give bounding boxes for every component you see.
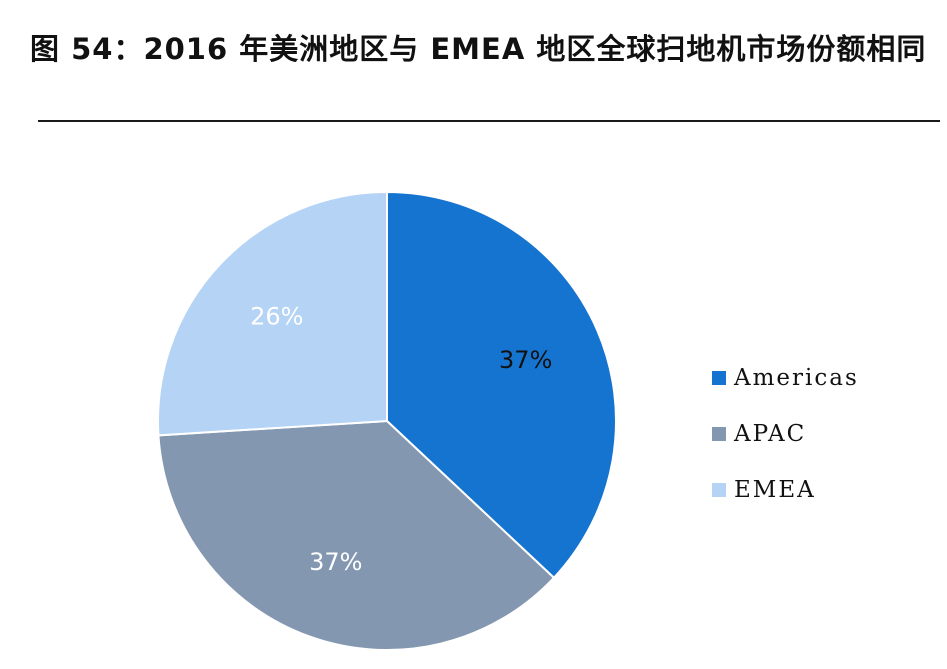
legend-swatch: [712, 483, 726, 497]
slice-label-emea: 26%: [250, 303, 303, 331]
pie-slice-americas: [386, 190, 617, 580]
legend: Americas APAC EMEA: [712, 350, 859, 518]
legend-swatch: [712, 371, 726, 385]
legend-label: APAC: [734, 421, 807, 447]
slice-label-apac: 37%: [309, 548, 362, 576]
pie-slice-apac: [157, 419, 556, 651]
pie-slice-emea: [157, 190, 388, 437]
legend-swatch: [712, 427, 726, 441]
chart-title: 图 54：2016 年美洲地区与 EMEA 地区全球扫地机市场份额相同: [30, 32, 927, 66]
legend-item-emea: EMEA: [712, 462, 859, 518]
legend-label: Americas: [734, 365, 859, 391]
slice-label-americas: 37%: [499, 346, 552, 374]
title-divider: [38, 120, 940, 122]
legend-item-americas: Americas: [712, 350, 859, 406]
legend-item-apac: APAC: [712, 406, 859, 462]
legend-label: EMEA: [734, 477, 816, 503]
